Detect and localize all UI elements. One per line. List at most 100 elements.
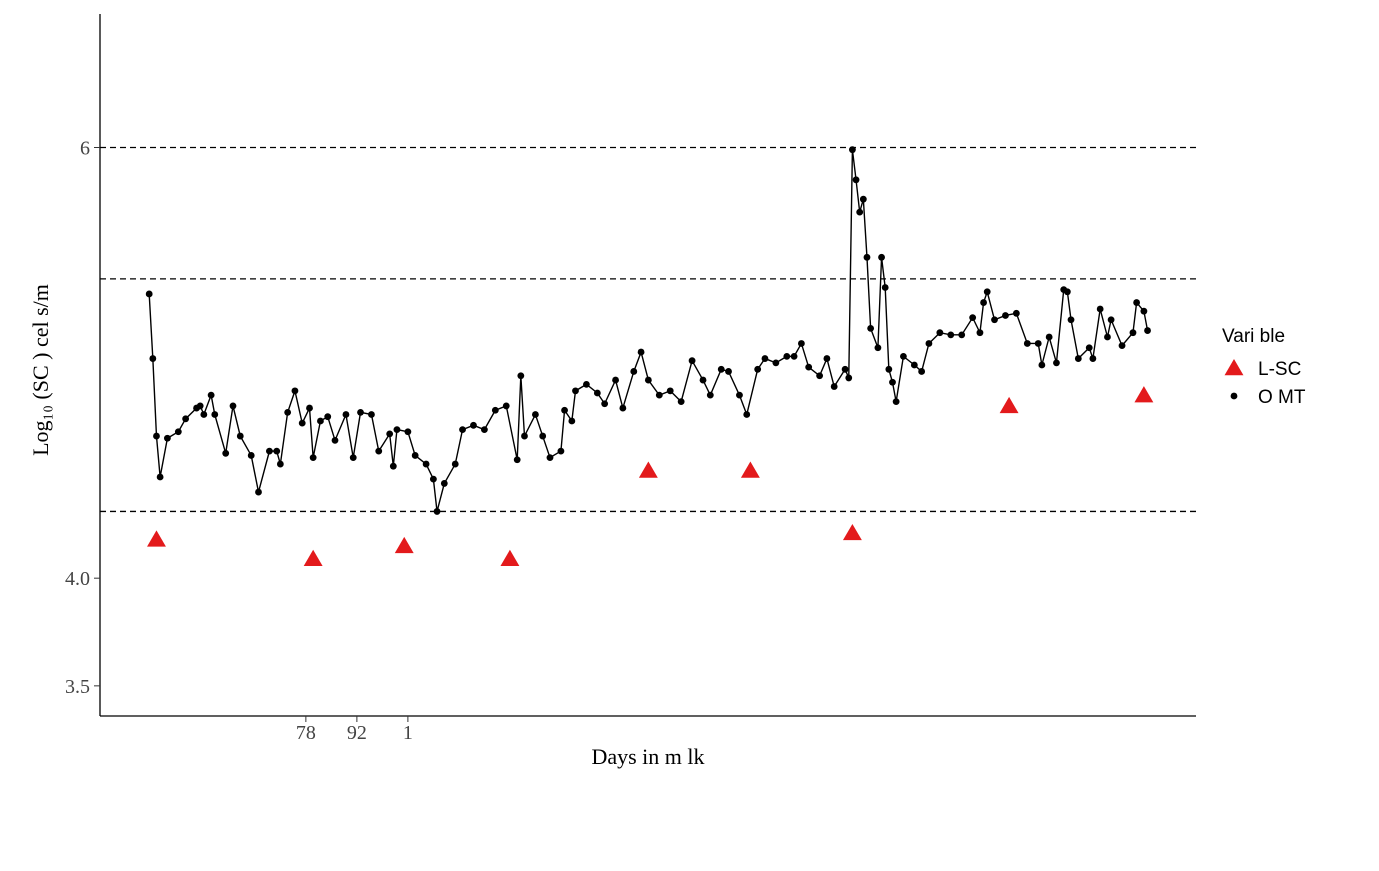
point bbox=[856, 208, 864, 216]
point bbox=[1085, 344, 1093, 352]
point bbox=[790, 352, 798, 360]
point bbox=[619, 404, 627, 412]
point bbox=[404, 428, 412, 436]
point bbox=[174, 428, 182, 436]
point bbox=[601, 400, 609, 408]
point bbox=[805, 363, 813, 371]
triangle-point bbox=[1134, 386, 1154, 403]
point bbox=[342, 411, 350, 418]
legend-label: O MT bbox=[1258, 387, 1306, 408]
point bbox=[841, 365, 849, 373]
point bbox=[229, 402, 237, 410]
point bbox=[331, 436, 339, 444]
point bbox=[145, 290, 153, 298]
point bbox=[655, 391, 663, 399]
point bbox=[706, 391, 714, 399]
point bbox=[1038, 361, 1046, 369]
point bbox=[947, 331, 955, 339]
point bbox=[502, 402, 510, 410]
point bbox=[783, 352, 791, 360]
point bbox=[156, 473, 164, 481]
x-tick-label: 1 bbox=[403, 722, 413, 744]
point bbox=[688, 357, 696, 365]
point bbox=[521, 432, 528, 440]
point bbox=[572, 387, 579, 395]
point bbox=[874, 344, 882, 352]
point bbox=[470, 421, 477, 429]
point bbox=[816, 372, 824, 380]
point bbox=[568, 417, 576, 425]
point bbox=[736, 391, 743, 399]
x-axis-label: Days in m lk bbox=[591, 744, 704, 769]
point bbox=[429, 475, 437, 483]
point bbox=[892, 398, 900, 406]
point bbox=[845, 374, 853, 382]
point bbox=[440, 480, 448, 487]
point bbox=[153, 432, 160, 440]
point bbox=[317, 417, 324, 425]
point bbox=[368, 411, 375, 418]
point bbox=[918, 368, 926, 375]
point bbox=[207, 391, 215, 399]
point bbox=[182, 415, 190, 423]
y-tick-label: 6 bbox=[80, 138, 90, 160]
point bbox=[1023, 340, 1031, 347]
point bbox=[772, 359, 780, 367]
point bbox=[164, 434, 171, 442]
point bbox=[222, 449, 230, 457]
point bbox=[491, 406, 499, 414]
point bbox=[823, 355, 831, 362]
triangle-point bbox=[740, 461, 760, 478]
point bbox=[889, 378, 896, 386]
point bbox=[1089, 355, 1097, 362]
point bbox=[349, 454, 357, 461]
point bbox=[743, 411, 751, 418]
point bbox=[976, 329, 984, 337]
point bbox=[885, 365, 893, 373]
point bbox=[980, 299, 987, 306]
point bbox=[699, 376, 707, 384]
point bbox=[1002, 312, 1009, 319]
point bbox=[958, 331, 966, 339]
point bbox=[517, 372, 525, 380]
point bbox=[211, 411, 219, 418]
point bbox=[797, 340, 805, 347]
point bbox=[357, 408, 364, 416]
point bbox=[1144, 327, 1151, 334]
point bbox=[255, 488, 262, 496]
legend-symbol bbox=[1230, 392, 1238, 400]
point bbox=[666, 387, 674, 395]
point bbox=[1063, 288, 1071, 296]
point bbox=[593, 389, 601, 397]
point bbox=[247, 452, 255, 459]
point bbox=[389, 462, 397, 470]
point bbox=[393, 426, 401, 434]
point bbox=[1074, 355, 1082, 362]
point bbox=[513, 456, 521, 464]
point bbox=[677, 398, 685, 406]
point bbox=[375, 447, 383, 455]
x-tick-label: 92 bbox=[347, 722, 367, 744]
point bbox=[630, 368, 638, 375]
point bbox=[1096, 305, 1104, 313]
legend-label: L-SC bbox=[1258, 359, 1301, 380]
point bbox=[561, 406, 568, 414]
point bbox=[276, 460, 284, 468]
point bbox=[881, 284, 889, 291]
point bbox=[754, 365, 762, 373]
point bbox=[725, 368, 732, 375]
triangle-point bbox=[842, 523, 862, 541]
point bbox=[761, 355, 769, 362]
point bbox=[149, 355, 157, 362]
point bbox=[1012, 309, 1020, 317]
point bbox=[451, 460, 459, 468]
point bbox=[306, 404, 313, 412]
point bbox=[583, 380, 590, 388]
point bbox=[637, 348, 645, 356]
point bbox=[546, 454, 554, 461]
point bbox=[386, 430, 394, 438]
point bbox=[291, 387, 299, 395]
point bbox=[236, 432, 244, 440]
point bbox=[532, 411, 539, 418]
